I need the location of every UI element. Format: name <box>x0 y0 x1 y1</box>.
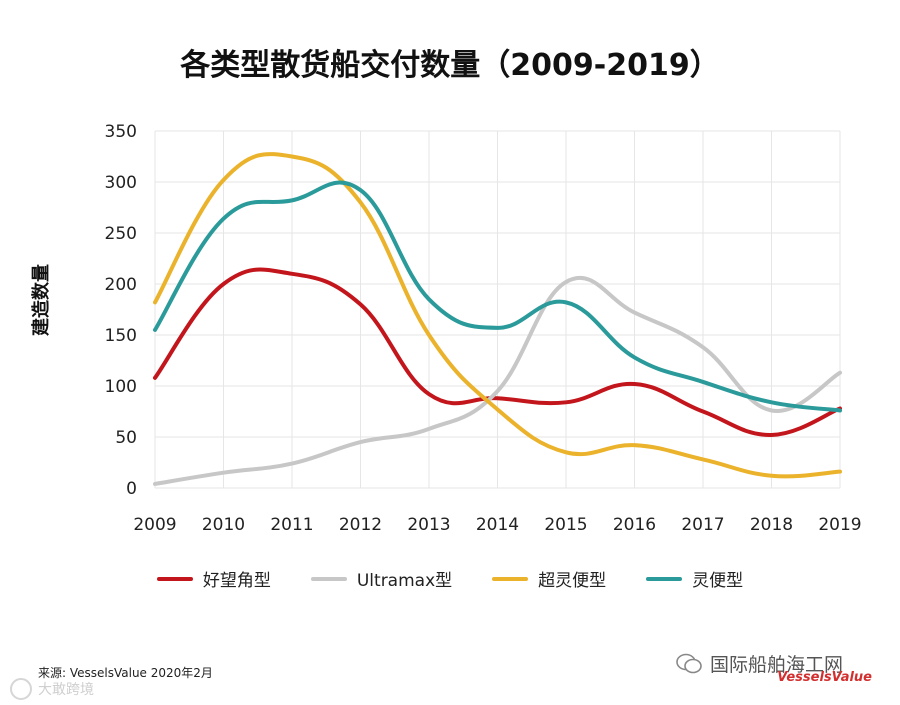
x-tick-label: 2017 <box>681 515 724 535</box>
x-tick-label: 2011 <box>270 515 313 535</box>
x-tick-label: 2014 <box>476 515 519 535</box>
wechat-account-name: 国际船舶海工网 <box>710 654 844 676</box>
legend-label: Ultramax型 <box>356 571 453 591</box>
legend: 好望角型 Ultramax型 超灵便型 灵便型 <box>0 566 900 591</box>
legend-label: 灵便型 <box>692 571 744 591</box>
y-tick-label: 350 <box>105 122 137 142</box>
x-tick-label: 2012 <box>339 515 382 535</box>
y-tick-label: 150 <box>105 326 137 346</box>
x-tick-label: 2016 <box>613 515 656 535</box>
legend-label: 好望角型 <box>202 571 271 591</box>
x-tick-label: 2018 <box>750 515 793 535</box>
chart-title: 各类型散货船交付数量（2009-2019） <box>180 48 720 83</box>
legend-item: Ultramax型 <box>310 566 453 591</box>
legend-item: 超灵便型 <box>492 566 606 591</box>
series-line-3 <box>153 152 842 479</box>
legend-swatch <box>646 576 683 581</box>
x-tick-label: 2019 <box>818 515 861 535</box>
y-tick-label: 100 <box>105 377 137 397</box>
legend-swatch <box>156 576 193 581</box>
series-line-4 <box>153 180 842 413</box>
source-note: 来源: VesselsValue 2020年2月 <box>38 666 213 680</box>
y-tick-label: 300 <box>105 173 137 193</box>
legend-item: 灵便型 <box>646 566 743 591</box>
corner-watermark: 大敢跨境 <box>10 678 94 700</box>
vesselsvalue-logo: VesselsValue <box>777 670 872 685</box>
corner-watermark-text: 大敢跨境 <box>38 682 94 698</box>
legend-item: 好望角型 <box>156 566 271 591</box>
series-line-2 <box>153 275 842 486</box>
x-tick-label: 2010 <box>202 515 245 535</box>
y-tick-label: 200 <box>105 275 137 295</box>
x-tick-label: 2009 <box>133 515 176 535</box>
wechat-icon <box>676 653 702 673</box>
y-tick-label: 250 <box>105 224 137 244</box>
watermark-logo-icon <box>10 678 32 700</box>
wechat-watermark: 国际船舶海工网 <box>676 650 843 677</box>
legend-swatch <box>492 576 529 581</box>
legend-swatch <box>310 576 347 581</box>
x-tick-label: 2013 <box>407 515 450 535</box>
x-tick-label: 2015 <box>544 515 587 535</box>
legend-label: 超灵便型 <box>538 571 607 591</box>
y-tick-label: 50 <box>115 428 137 448</box>
y-tick-label: 0 <box>126 479 137 499</box>
